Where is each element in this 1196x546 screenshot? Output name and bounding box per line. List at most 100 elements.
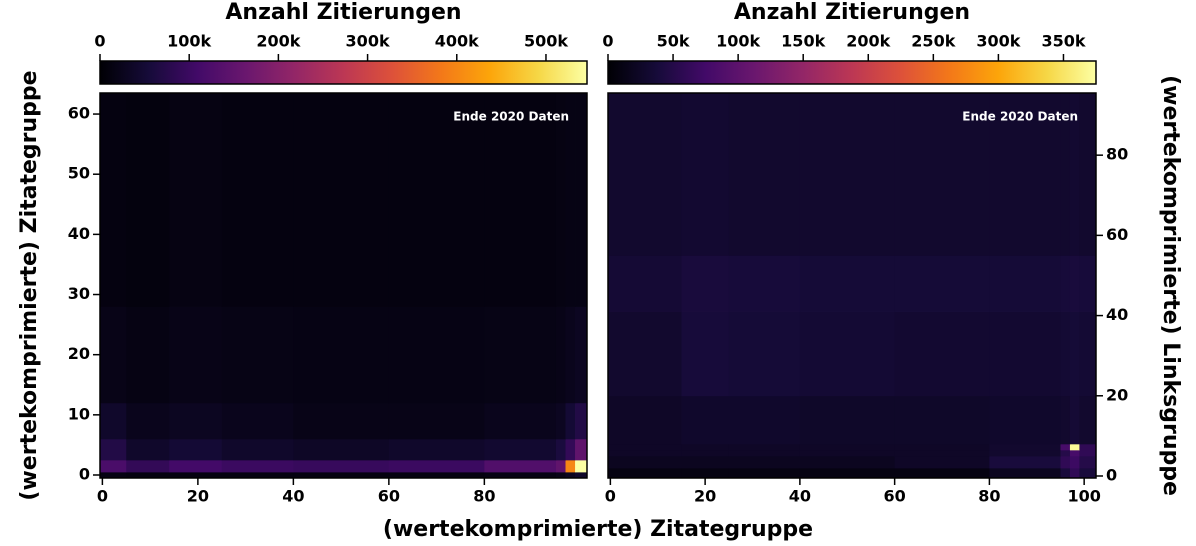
heatmap-cell [1060,455,1071,469]
heatmap-cell [1060,467,1071,479]
x-tick-label: 80 [473,487,495,506]
heatmap-cell [484,306,557,404]
heatmap-cell [681,255,730,312]
colorbar-tick-label: 200k [256,32,300,51]
heatmap-cell [1069,443,1080,451]
heatmap-cell [388,93,485,307]
heatmap-cell [1079,443,1097,451]
heatmap-cell [388,438,485,461]
heatmap-cell [681,443,730,451]
heatmap-cell [555,471,566,479]
y-tick-label: 20 [68,344,90,363]
heatmap-cell [989,467,1061,479]
heatmap-cell [608,93,682,256]
heatmap-cell [799,449,896,457]
heatmap-cell [293,306,390,404]
colorbar-tick-label: 250k [911,32,955,51]
heatmap-cell [221,438,294,461]
heatmap-cell [1069,255,1080,312]
colorbar-tick-label: 150k [781,32,825,51]
heatmap-cell [100,471,127,479]
heatmap-cell [565,438,576,461]
heatmap-cell [894,311,990,397]
y-tick-label: 60 [68,104,90,123]
heatmap-cell [221,459,294,473]
heatmap-cell [1060,449,1071,457]
heatmap-cell [221,93,294,307]
heatmap-cell [575,306,588,404]
colorbar-tick-label: 500k [524,32,568,51]
x-tick-label: 40 [282,487,304,506]
heatmap-cell [728,449,801,457]
annotation: Ende 2020 Daten [453,110,569,124]
heatmap-cell [1079,467,1097,479]
heatmap-cell [565,402,576,440]
heatmap-cell [388,402,485,440]
y-tick-label: 30 [68,284,90,303]
heatmap-cell [575,438,588,461]
chart-title: Anzahl Zitierungen [734,0,970,25]
heatmap-cell [1060,311,1071,397]
heatmap-cell [1079,455,1097,469]
heatmap-cell [293,402,390,440]
heatmap-cell [608,449,682,457]
x-tick-label: 80 [978,487,1000,506]
x-tick-label: 0 [97,487,108,506]
annotation: Ende 2020 Daten [962,110,1078,124]
colorbar-tick-label: 200k [846,32,890,51]
heatmap-cell [894,443,990,451]
heatmap-cell [894,255,990,312]
y-tick-label: 50 [68,164,90,183]
heatmap-cell [126,306,170,404]
heatmap-cell [484,459,557,473]
heatmap-cell [799,395,896,445]
heatmap-cell [126,438,170,461]
colorbar [607,60,1097,85]
colorbar-tick-label: 100k [716,32,760,51]
heatmap-cell [894,467,990,479]
heatmap-cell [388,306,485,404]
heatmap-cell [1079,93,1097,256]
heatmap-cell [608,311,682,397]
heatmap-cell [169,306,223,404]
heatmap-cell [799,443,896,451]
heatmap-cell [1060,395,1071,445]
heatmap-cell [221,402,294,440]
y-tick-label: 80 [1106,145,1128,164]
heatmap-cell [608,455,682,469]
heatmap-cell [484,438,557,461]
heatmap-cell [169,459,223,473]
x-tick-label: 20 [694,487,716,506]
heatmap-cell [728,443,801,451]
x-tick-label: 0 [605,487,616,506]
heatmap-cell [894,449,990,457]
heatmap-cell [799,255,896,312]
heatmap-cell [799,455,896,469]
heatmap-cell [728,395,801,445]
heatmap-cell [608,395,682,445]
heatmap-cell [484,402,557,440]
colorbar-tick-label: 0 [94,32,105,51]
heatmap-cell [894,455,990,469]
heatmap-cell [1079,395,1097,445]
heatmap-cell [1069,449,1080,457]
heatmap-cell [608,443,682,451]
colorbar-tick-label: 100k [167,32,211,51]
chart-title: Anzahl Zitierungen [225,0,461,25]
colorbar-tick-label: 0 [602,32,613,51]
heatmap-cell [989,443,1061,451]
heatmap-cell [681,311,730,397]
heatmap-cell [555,306,566,404]
heatmap-cell [894,395,990,445]
heatmap-cell [100,306,127,404]
heatmap-cell [681,93,730,256]
heatmap-cell [100,438,127,461]
heatmap-cell [126,402,170,440]
heatmap-cell [169,93,223,307]
heatmap-cell [169,402,223,440]
heatmap-cell [1079,255,1097,312]
heatmap-cell [293,459,390,473]
y-tick-label: 0 [1106,465,1117,484]
heatmap-cell [1069,467,1080,479]
